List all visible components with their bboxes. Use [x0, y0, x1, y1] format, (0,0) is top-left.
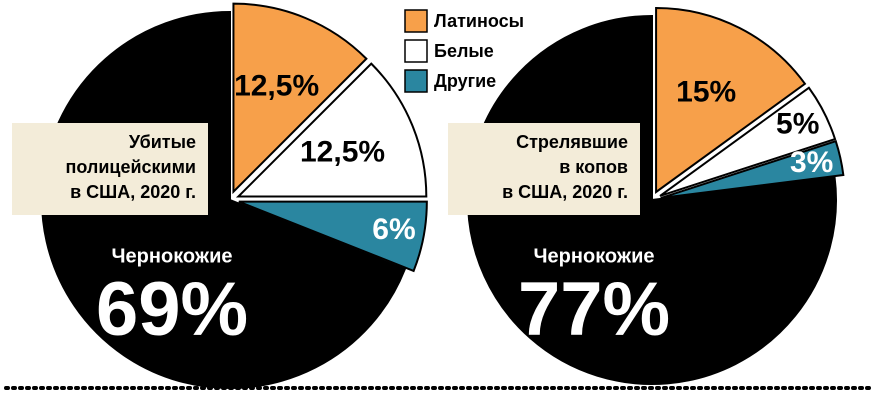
value-label: 77% — [518, 267, 670, 352]
title-box — [448, 123, 640, 215]
legend-swatch — [404, 9, 428, 33]
pie-slice: Чернокожие — [467, 14, 837, 385]
chart-title: Стрелявшие — [516, 132, 628, 152]
pie-slice: Другие — [238, 200, 428, 273]
legend-label: Латиносы — [434, 11, 524, 31]
legend-label: Белые — [434, 41, 494, 61]
category-label: Чернокожие — [112, 245, 233, 267]
chart-title: в США, 2020 г. — [502, 182, 628, 202]
pie-slice: Белые — [659, 86, 837, 197]
value-label: 15% — [676, 76, 736, 109]
chart-title: полицейскими — [65, 157, 196, 177]
pie-slice: Чернокожие — [41, 10, 407, 389]
pie-slice: Другие — [660, 139, 845, 200]
value-label: 12,5% — [234, 69, 319, 102]
legend-swatch — [404, 69, 428, 93]
chart-title: в копов — [559, 157, 628, 177]
value-label: 3% — [790, 146, 833, 179]
chart-title: Убитые — [129, 132, 196, 152]
pie-slice: Белые — [235, 62, 428, 198]
value-label: 69% — [96, 267, 248, 352]
title-box — [12, 123, 208, 215]
value-label: 12,5% — [300, 135, 385, 168]
value-label: 6% — [372, 213, 415, 246]
pie-slice: Латиносы — [655, 6, 807, 194]
legend-swatch — [404, 39, 428, 63]
chart-title: в США, 2020 г. — [70, 182, 196, 202]
legend-label: Другие — [434, 71, 496, 91]
pie-slice: Латиносы — [232, 2, 368, 195]
category-label: Чернокожие — [534, 245, 655, 267]
value-label: 5% — [776, 108, 819, 141]
